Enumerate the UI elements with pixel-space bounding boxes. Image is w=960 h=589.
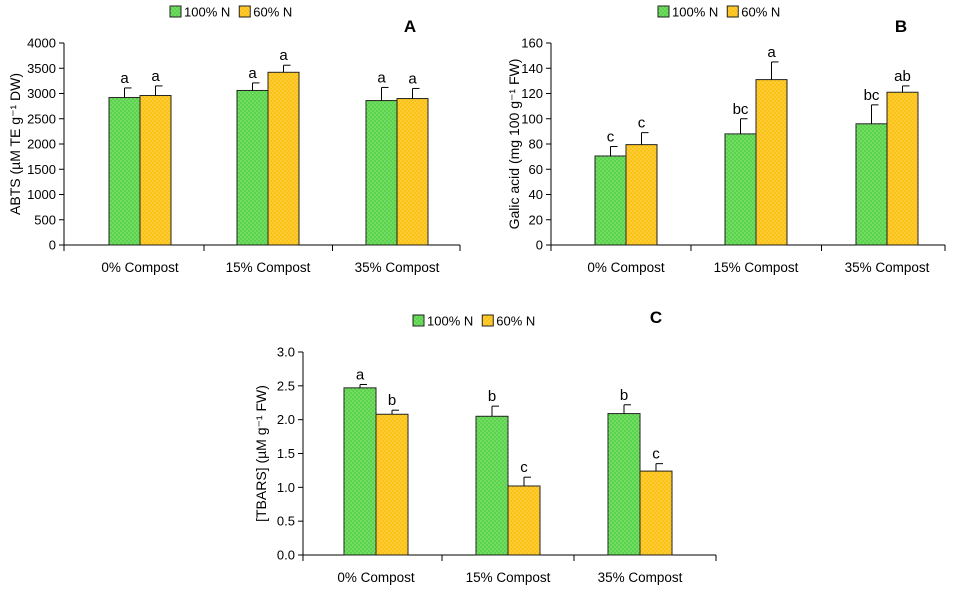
y-tick-label: 1500 [27, 162, 56, 177]
bar-60n [396, 98, 429, 246]
legend: 100% N 60% N [169, 5, 292, 20]
significance-letter: b [388, 392, 396, 409]
legend-swatch [726, 5, 739, 18]
y-tick-label: 500 [34, 212, 56, 227]
significance-letter: a [408, 70, 417, 87]
y-axis-label: Galic acid (mg 100 g⁻¹ FW) [506, 59, 522, 230]
significance-letter: a [248, 65, 257, 82]
y-tick-label: 1.0 [277, 480, 295, 495]
bar-100n [607, 413, 641, 556]
chart-panel-b: 0 20 40 60 80 100 120 140 160 0% Compost 15% Compo… [506, 5, 946, 275]
y-tick-label: 0 [536, 238, 543, 253]
significance-letter: ab [894, 68, 911, 85]
y-tick-label: 0.0 [277, 548, 295, 563]
x-tick-label: 35% Compost [598, 570, 683, 585]
legend: 100% N 60% N [412, 314, 535, 329]
significance-letter: bc [864, 87, 880, 104]
legend: 100% N 60% N [657, 5, 780, 20]
bar-60n [507, 485, 541, 556]
y-axis-label: ABTS (µM TE g⁻¹ DW) [7, 73, 23, 215]
y-tick-label: 160 [521, 36, 543, 51]
legend-label: 60% N [741, 5, 780, 20]
y-tick-label: 3000 [27, 86, 56, 101]
legend-label: 60% N [253, 5, 292, 20]
significance-letter: c [520, 459, 528, 476]
bar-60n [375, 413, 409, 556]
significance-letter: b [620, 387, 628, 404]
legend-swatch [657, 5, 670, 18]
x-tick-label: 0% Compost [337, 570, 415, 585]
y-tick-label: 100 [521, 111, 543, 126]
y-tick-label: 40 [529, 187, 543, 202]
bar-60n [886, 91, 919, 246]
bar-100n [343, 387, 377, 556]
legend-label: 100% N [184, 5, 230, 20]
x-tick-label: 15% Compost [466, 570, 551, 585]
legend-label: 100% N [672, 5, 718, 20]
bar-100n [108, 97, 141, 246]
significance-letter: a [767, 44, 776, 61]
y-tick-label: 3500 [27, 61, 56, 76]
significance-letter: a [356, 366, 365, 383]
y-tick-label: 0 [49, 238, 56, 253]
y-tick-label: 1000 [27, 187, 56, 202]
x-tick-label: 15% Compost [226, 260, 311, 275]
y-tick-label: 60 [529, 162, 543, 177]
y-tick-label: 2.5 [277, 378, 295, 393]
panel-label: A [404, 17, 416, 36]
chart-panel-a: 0 500 1000 1500 2000 2500 3000 3500 4000 0% Compo… [7, 5, 461, 275]
y-tick-label: 120 [521, 86, 543, 101]
bar-100n [236, 89, 269, 246]
significance-letter: b [488, 388, 496, 405]
x-tick-label: 0% Compost [101, 260, 179, 275]
y-tick-label: 2.0 [277, 412, 295, 427]
y-axis-label: [TBARS] (µM g⁻¹ FW) [253, 385, 269, 522]
significance-letter: a [151, 68, 160, 85]
bar-60n [267, 71, 300, 246]
panel-label: C [650, 308, 662, 327]
y-tick-label: 80 [529, 137, 543, 152]
x-tick-label: 0% Compost [587, 260, 665, 275]
legend-swatch [412, 314, 425, 327]
significance-letter: c [638, 115, 646, 132]
significance-letter: a [120, 70, 129, 87]
bar-100n [724, 133, 757, 246]
y-tick-label: 2500 [27, 111, 56, 126]
significance-letter: bc [733, 101, 749, 118]
bar-60n [139, 95, 172, 246]
y-tick-label: 4000 [27, 36, 56, 51]
x-tick-label: 35% Compost [355, 260, 440, 275]
y-tick-label: 2000 [27, 137, 56, 152]
bar-100n [855, 123, 888, 246]
x-tick-label: 35% Compost [845, 260, 930, 275]
x-tick-label: 15% Compost [714, 260, 799, 275]
legend-label: 60% N [496, 314, 535, 329]
bar-100n [594, 155, 627, 246]
chart-panel-c: 0.0 0.5 1.0 1.5 2.0 2.5 3.0 0% Compost 15% Compo… [253, 308, 717, 585]
y-tick-label: 3.0 [277, 345, 295, 360]
panel-label: B [895, 17, 907, 36]
legend-swatch [169, 5, 182, 18]
significance-letter: c [652, 446, 660, 463]
y-tick-label: 0.5 [277, 514, 295, 529]
y-tick-label: 140 [521, 61, 543, 76]
legend-swatch [238, 5, 251, 18]
significance-letter: a [279, 47, 288, 64]
bar-100n [475, 415, 509, 556]
bar-100n [365, 100, 398, 246]
bar-60n [755, 79, 788, 246]
legend-label: 100% N [427, 314, 473, 329]
bar-60n [639, 470, 673, 556]
significance-letter: c [607, 129, 615, 146]
significance-letter: a [377, 69, 386, 86]
bar-60n [625, 144, 658, 246]
legend-swatch [481, 314, 494, 327]
y-tick-label: 1.5 [277, 446, 295, 461]
y-tick-label: 20 [529, 212, 543, 227]
